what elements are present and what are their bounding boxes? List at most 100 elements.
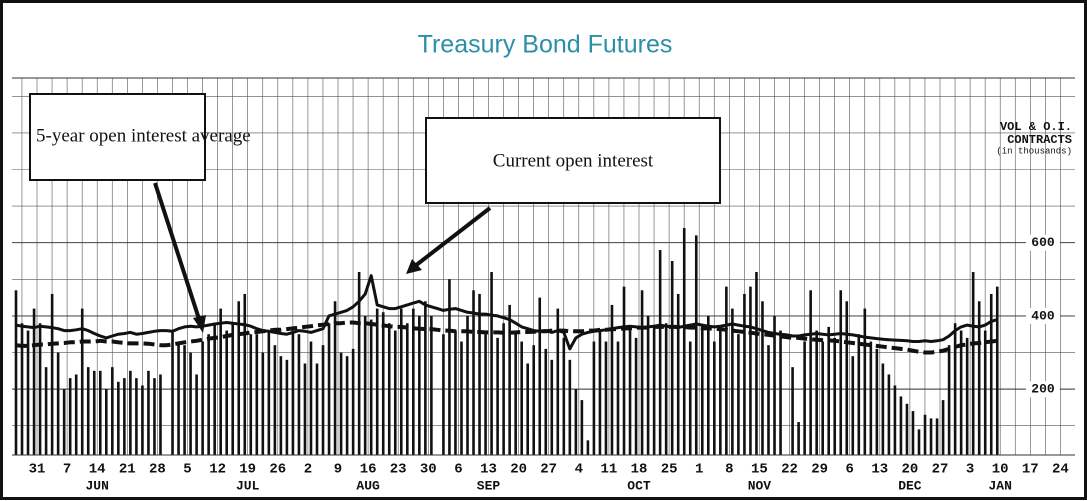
bar bbox=[857, 334, 861, 455]
y-tick-label: 400 bbox=[1031, 308, 1055, 323]
bar bbox=[923, 414, 927, 455]
tick-label-bg bbox=[1026, 307, 1060, 324]
bar bbox=[74, 374, 78, 455]
tick-label-bg bbox=[1026, 234, 1060, 251]
bar bbox=[44, 367, 48, 455]
bar bbox=[676, 293, 680, 455]
bar bbox=[803, 341, 806, 455]
bar bbox=[496, 337, 499, 455]
bar bbox=[610, 304, 614, 455]
x-tick-label: 28 bbox=[149, 462, 166, 478]
bar bbox=[670, 261, 674, 455]
bar bbox=[658, 250, 662, 455]
bar bbox=[694, 235, 698, 455]
bar bbox=[688, 341, 692, 455]
bar bbox=[237, 301, 241, 455]
x-tick-label: 14 bbox=[89, 462, 106, 478]
annotation-text: 5-year open interest average bbox=[36, 125, 251, 146]
bar bbox=[68, 378, 72, 455]
bar bbox=[490, 271, 493, 455]
bar bbox=[977, 301, 981, 455]
x-tick-label: 23 bbox=[390, 462, 407, 478]
x-tick-label: 8 bbox=[725, 462, 733, 478]
bar bbox=[195, 374, 198, 455]
bar bbox=[442, 334, 445, 455]
bar bbox=[315, 363, 319, 455]
bar bbox=[261, 352, 265, 455]
bar bbox=[159, 374, 162, 455]
bar bbox=[171, 330, 174, 455]
bar bbox=[911, 411, 915, 455]
bar bbox=[327, 323, 331, 455]
bar bbox=[129, 370, 132, 455]
x-tick-label: 19 bbox=[239, 462, 256, 478]
bar bbox=[875, 348, 879, 455]
bar bbox=[761, 301, 764, 455]
x-tick-label: 18 bbox=[631, 462, 648, 478]
bar bbox=[821, 341, 824, 455]
bar bbox=[809, 290, 812, 455]
bar bbox=[243, 293, 247, 455]
bar bbox=[514, 330, 517, 455]
bar bbox=[393, 330, 397, 455]
bar bbox=[249, 334, 253, 455]
bar bbox=[123, 378, 126, 455]
bar bbox=[418, 315, 421, 455]
annotation-box bbox=[29, 93, 206, 181]
bar bbox=[941, 400, 945, 455]
x-tick-label: 12 bbox=[209, 462, 226, 478]
bar bbox=[357, 271, 361, 455]
bar bbox=[520, 341, 523, 455]
bar bbox=[111, 367, 114, 455]
month-label: AUG bbox=[356, 478, 380, 493]
x-tick-label: 22 bbox=[781, 462, 798, 478]
bar bbox=[345, 356, 349, 455]
bar bbox=[731, 308, 734, 455]
bar bbox=[839, 290, 843, 455]
bar bbox=[98, 370, 102, 455]
bar bbox=[80, 308, 84, 455]
bar bbox=[550, 359, 554, 455]
bar bbox=[953, 323, 957, 455]
bar bbox=[845, 301, 849, 455]
bar bbox=[466, 315, 469, 455]
bar bbox=[580, 400, 584, 455]
bar bbox=[869, 341, 873, 455]
x-tick-label: 15 bbox=[751, 462, 768, 478]
bar bbox=[743, 293, 746, 455]
bar bbox=[399, 308, 403, 455]
bar bbox=[604, 341, 608, 455]
bar bbox=[652, 326, 656, 455]
bar bbox=[562, 337, 566, 455]
bar bbox=[995, 286, 999, 455]
month-label: NOV bbox=[748, 478, 772, 493]
bar bbox=[183, 345, 186, 455]
bar bbox=[616, 341, 620, 455]
y-tick-label: 200 bbox=[1031, 382, 1055, 397]
annotation: 5-year open interest average bbox=[29, 93, 251, 333]
bar bbox=[989, 293, 993, 455]
bar bbox=[147, 370, 150, 455]
annotation-box bbox=[425, 117, 721, 204]
bar bbox=[92, 370, 96, 455]
y-tick-label: 600 bbox=[1031, 235, 1055, 250]
bar bbox=[189, 352, 192, 455]
bar bbox=[526, 363, 529, 455]
x-tick-label: 20 bbox=[510, 462, 527, 478]
arrow-head bbox=[406, 259, 422, 274]
x-tick-label: 29 bbox=[811, 462, 828, 478]
bar bbox=[622, 286, 626, 455]
bar bbox=[725, 286, 728, 455]
bar bbox=[815, 330, 818, 455]
x-tick-label: 25 bbox=[661, 462, 678, 478]
x-tick-label: 16 bbox=[360, 462, 377, 478]
bar bbox=[406, 323, 409, 455]
bar bbox=[484, 334, 487, 455]
bar bbox=[460, 341, 463, 455]
bar bbox=[309, 341, 313, 455]
bar bbox=[153, 378, 156, 455]
bar bbox=[851, 356, 855, 455]
bar bbox=[917, 429, 921, 455]
bar bbox=[586, 440, 590, 455]
month-label: JAN bbox=[988, 478, 1011, 493]
